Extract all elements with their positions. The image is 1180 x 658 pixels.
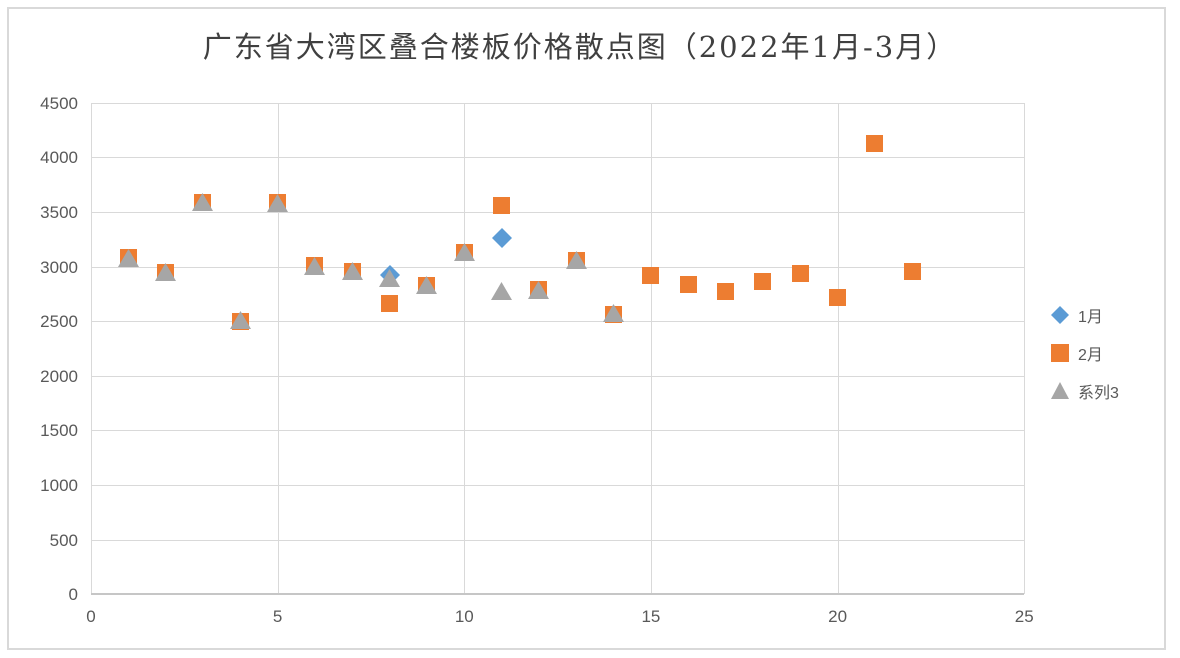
data-point-square[interactable] xyxy=(679,275,697,293)
legend-label: 2月 xyxy=(1078,347,1103,364)
data-point-triangle[interactable] xyxy=(603,303,625,322)
gridline-y xyxy=(91,485,1025,487)
x-axis-line xyxy=(91,593,1025,596)
data-point-triangle[interactable] xyxy=(491,281,513,300)
gridline-y xyxy=(91,157,1025,159)
y-tick-label: 4500 xyxy=(40,93,78,113)
data-point-triangle[interactable] xyxy=(192,193,214,212)
gridline-x xyxy=(1024,102,1026,595)
legend: 1月 2月 系列3 xyxy=(1050,296,1170,410)
legend-item-series3[interactable]: 系列3 xyxy=(1050,372,1170,410)
data-point-triangle[interactable] xyxy=(341,262,363,280)
gridline-x xyxy=(464,102,466,595)
data-point-triangle[interactable] xyxy=(304,256,326,275)
data-point-triangle[interactable] xyxy=(416,276,438,295)
gridline-x xyxy=(650,102,652,595)
y-tick-label: 3000 xyxy=(40,257,78,277)
data-point-square[interactable] xyxy=(717,283,735,301)
y-tick-label: 4000 xyxy=(40,148,78,168)
data-point-triangle[interactable] xyxy=(565,251,587,270)
data-point-square[interactable] xyxy=(754,273,772,291)
legend-item-month1[interactable]: 1月 xyxy=(1050,296,1170,334)
data-point-square[interactable] xyxy=(642,266,660,284)
y-tick-label: 2500 xyxy=(40,312,78,332)
y-tick-label: 0 xyxy=(68,585,78,605)
data-point-triangle[interactable] xyxy=(155,263,177,282)
x-tick-label: 5 xyxy=(272,607,283,627)
y-tick-label: 1500 xyxy=(40,421,78,441)
data-point-triangle[interactable] xyxy=(117,248,139,267)
gridline-y xyxy=(91,375,1025,377)
legend-diamond-icon xyxy=(1050,305,1070,325)
data-point-square[interactable] xyxy=(791,264,809,282)
gridline-y xyxy=(91,539,1025,541)
y-tick-label: 2000 xyxy=(40,366,78,386)
data-point-triangle[interactable] xyxy=(453,243,475,262)
x-tick-label: 20 xyxy=(828,607,848,627)
x-tick-label: 15 xyxy=(641,607,661,627)
legend-label: 系列3 xyxy=(1078,385,1119,402)
gridline-y xyxy=(91,430,1025,432)
gridline-y xyxy=(91,321,1025,323)
x-tick-label: 25 xyxy=(1014,607,1034,627)
data-point-triangle[interactable] xyxy=(229,311,251,330)
legend-triangle-icon xyxy=(1050,381,1070,401)
legend-label: 1月 xyxy=(1078,309,1103,326)
data-point-triangle[interactable] xyxy=(267,194,289,213)
chart-frame xyxy=(7,7,1166,650)
data-point-diamond[interactable] xyxy=(491,228,512,249)
y-tick-label: 1000 xyxy=(40,476,78,496)
data-point-square[interactable] xyxy=(493,196,511,214)
data-point-square[interactable] xyxy=(866,134,884,152)
y-tick-label: 3500 xyxy=(40,203,78,223)
data-point-triangle[interactable] xyxy=(528,280,550,299)
data-point-square[interactable] xyxy=(381,295,399,313)
data-point-triangle[interactable] xyxy=(379,268,401,287)
gridline-x xyxy=(91,102,92,595)
data-point-square[interactable] xyxy=(903,262,921,280)
x-tick-label: 10 xyxy=(454,607,474,627)
x-tick-label: 0 xyxy=(86,607,96,627)
gridline-x xyxy=(837,102,839,595)
data-point-square[interactable] xyxy=(829,288,847,306)
gridline-x xyxy=(277,102,279,595)
y-tick-label: 500 xyxy=(49,530,78,550)
legend-item-month2[interactable]: 2月 xyxy=(1050,334,1170,372)
gridline-y xyxy=(91,212,1025,214)
chart-title: 广东省大湾区叠合楼板价格散点图（2022年1月-3月） xyxy=(202,30,958,64)
gridline-y xyxy=(91,266,1025,268)
gridline-y xyxy=(91,102,1025,104)
legend-square-icon xyxy=(1050,343,1070,363)
